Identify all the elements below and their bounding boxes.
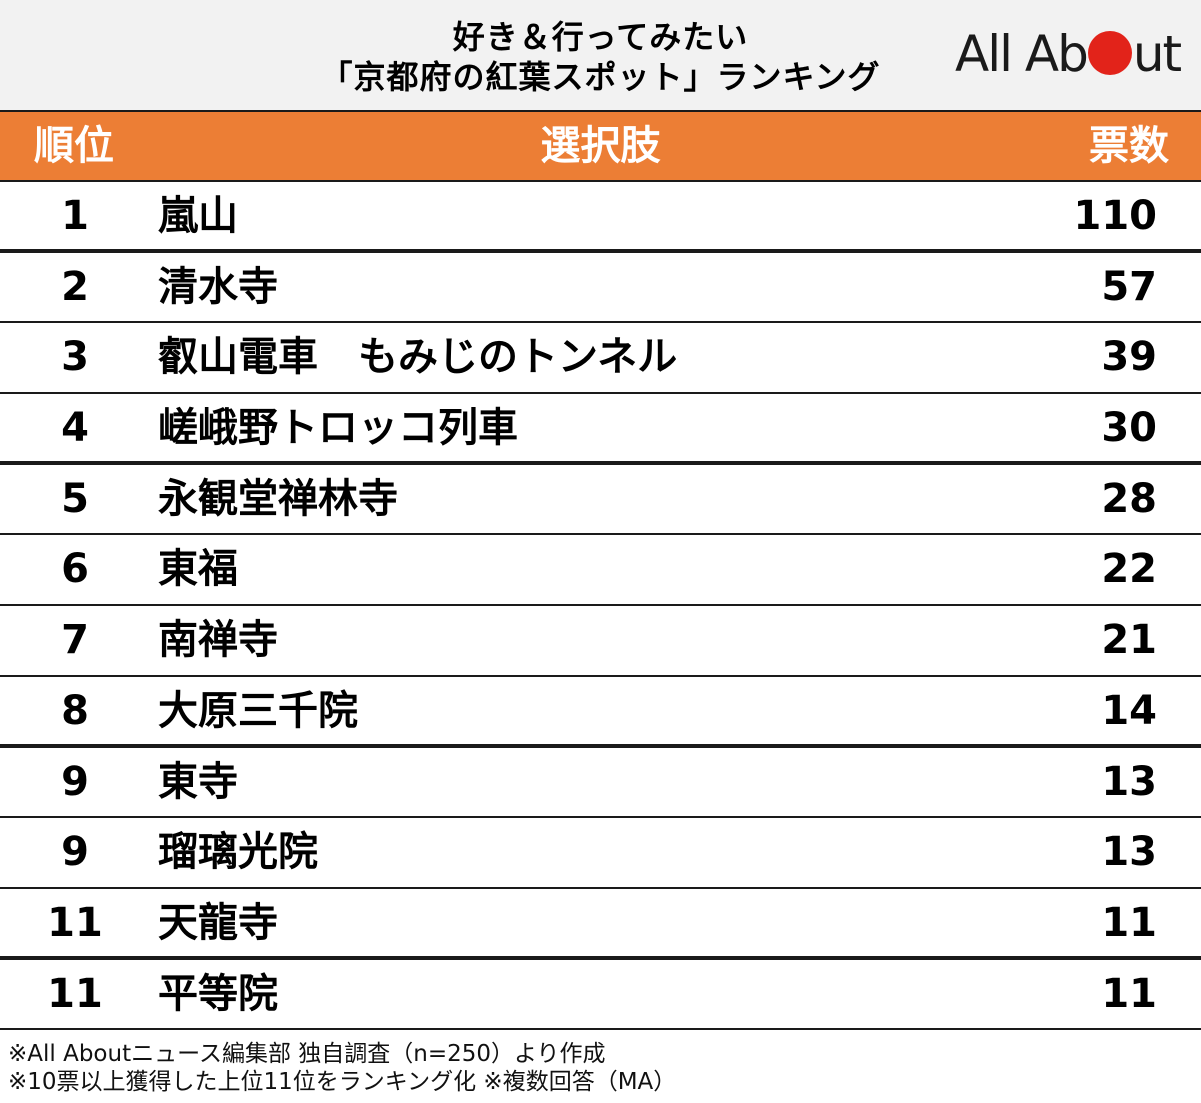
rank: 4 (61, 405, 89, 452)
spot-name: 瑠璃光院 (158, 829, 318, 876)
ranking-table: 1 嵐山 110 2 清水寺 57 3 叡山電車 もみじのトンネル 39 4 嵯峨野トロッコ列… (0, 182, 1201, 1031)
vote-count: 22 (1101, 546, 1157, 593)
rank: 5 (61, 475, 89, 522)
rank: 2 (61, 263, 89, 310)
spot-name: 大原三千院 (158, 687, 358, 734)
logo-text-pre: All Ab (955, 25, 1089, 83)
table-row: 11 天龍寺 11 (0, 889, 1201, 960)
spot-name: 天龍寺 (158, 899, 278, 946)
title-line-2: 「京都府の紅葉スポット」ランキング (320, 58, 881, 96)
spot-name: 清水寺 (158, 263, 278, 310)
table-row: 9 瑠璃光院 13 (0, 818, 1201, 889)
vote-count: 39 (1101, 334, 1157, 381)
spot-name: 永観堂禅林寺 (158, 475, 398, 522)
rank: 9 (61, 829, 89, 876)
rank: 6 (61, 546, 89, 593)
logo-text-post: ut (1132, 25, 1182, 83)
column-votes: 票数 (1089, 123, 1169, 169)
vote-count: 13 (1101, 829, 1157, 876)
table-row: 4 嵯峨野トロッコ列車 30 (0, 394, 1201, 465)
spot-name: 東福 (158, 546, 238, 593)
table-row: 6 東福 22 (0, 535, 1201, 607)
vote-count: 28 (1101, 475, 1157, 522)
vote-count: 14 (1101, 687, 1157, 734)
rank: 9 (61, 758, 89, 805)
footnotes: ※All Aboutニュース編集部 独自調査（n=250）より作成 ※10票以上… (8, 1040, 676, 1096)
column-choice: 選択肢 (540, 123, 661, 169)
vote-count: 13 (1101, 758, 1157, 805)
rank: 11 (47, 899, 103, 946)
title-line-1: 好き＆行ってみたい (452, 18, 749, 56)
allabout-logo: All Ab ut (955, 25, 1182, 83)
column-header: 選択肢 順位 票数 (0, 110, 1201, 182)
spot-name: 嵐山 (158, 193, 238, 239)
logo-dot-icon (1087, 31, 1132, 75)
vote-count: 57 (1101, 263, 1157, 310)
column-rank: 順位 (34, 123, 114, 169)
spot-name: 東寺 (158, 758, 238, 805)
rank: 11 (47, 970, 103, 1017)
rank: 1 (61, 193, 89, 239)
rank: 7 (61, 617, 89, 664)
spot-name: 叡山電車 もみじのトンネル (158, 334, 678, 381)
vote-count: 30 (1101, 405, 1157, 452)
spot-name: 嵯峨野トロッコ列車 (158, 405, 518, 452)
rank: 3 (61, 334, 89, 381)
title-header: 好き＆行ってみたい 「京都府の紅葉スポット」ランキング All Ab ut (0, 0, 1201, 110)
table-row: 3 叡山電車 もみじのトンネル 39 (0, 323, 1201, 395)
spot-name: 平等院 (158, 970, 278, 1017)
table-row: 7 南禅寺 21 (0, 606, 1201, 677)
vote-count: 11 (1101, 970, 1157, 1017)
table-row: 2 清水寺 57 (0, 253, 1201, 324)
table-row: 9 東寺 13 (0, 748, 1201, 819)
table-row: 5 永観堂禅林寺 28 (0, 465, 1201, 536)
table-row: 8 大原三千院 14 (0, 677, 1201, 748)
vote-count: 11 (1101, 899, 1157, 946)
table-row: 11 平等院 11 (0, 960, 1201, 1031)
footnote-method: ※10票以上獲得した上位11位をランキング化 ※複数回答（MA） (8, 1069, 677, 1095)
spot-name: 南禅寺 (158, 617, 278, 664)
vote-count: 110 (1073, 193, 1158, 239)
table-row: 1 嵐山 110 (0, 182, 1201, 253)
footnote-source: ※All Aboutニュース編集部 独自調査（n=250）より作成 (8, 1041, 606, 1067)
rank: 8 (61, 687, 89, 734)
vote-count: 21 (1101, 617, 1157, 664)
